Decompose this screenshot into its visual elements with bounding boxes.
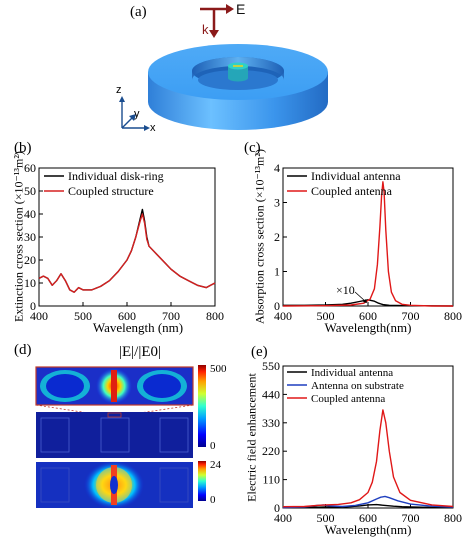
series-line-2 <box>282 409 454 508</box>
series-line-1 <box>38 213 216 293</box>
y-tick-label: 110 <box>262 473 280 487</box>
x-tick-label: 400 <box>274 511 292 525</box>
series-line-0 <box>282 503 454 509</box>
x-tick-label: 400 <box>274 309 292 323</box>
y-tick-label: 3 <box>274 196 280 210</box>
chart-e: 400 500 600 700 800 0 110 220 330 440 550 Individu… <box>262 359 462 525</box>
y-tick-label: 50 <box>24 184 36 198</box>
x-tick-label: 600 <box>359 309 377 323</box>
x-tick-label: 800 <box>444 511 462 525</box>
legend-entry-2: Coupled antenna <box>311 393 385 405</box>
y-tick-label: 330 <box>262 416 280 430</box>
y-tick-label: 0 <box>274 501 280 515</box>
chart-e-label: (e) <box>251 344 268 360</box>
panel-d-title: |E|/|E0| <box>118 344 161 360</box>
colorbar-1-min: 0 <box>210 440 216 452</box>
legend-entry-0: Individual disk-ring <box>68 169 164 183</box>
x-tick-label: 500 <box>317 511 335 525</box>
y-tick-label: 1 <box>274 265 280 279</box>
panel-a-label: (a) <box>130 4 147 20</box>
x-tick-label: 700 <box>402 309 420 323</box>
annotation-arrowhead <box>363 299 367 303</box>
colorbar-2 <box>198 461 206 501</box>
field-map-coupled <box>36 412 193 458</box>
y-tick-label: 0 <box>30 299 36 313</box>
y-tick-label: 20 <box>24 253 36 267</box>
y-tick-label: 4 <box>274 161 280 175</box>
colorbar-2-max: 24 <box>210 459 221 471</box>
legend-entry-0: Individual antenna <box>311 169 401 183</box>
x-tick-label: 400 <box>30 309 48 323</box>
series-line-1 <box>282 181 453 307</box>
chart-c-label: (c) <box>244 140 261 156</box>
x-tick-label: 500 <box>74 309 92 323</box>
x-tick-label: 700 <box>162 309 180 323</box>
chart-c-ylabel: Absorption cross section (×10⁻¹³m²) <box>252 149 267 324</box>
legend-entry-0: Individual antenna <box>311 367 393 379</box>
chart-e-xlabel: Wavelength(nm) <box>324 522 412 537</box>
x-tick-label: 700 <box>402 511 420 525</box>
panel-a-schematic <box>119 4 328 131</box>
field-maps <box>35 365 206 509</box>
y-tick-label: 0 <box>274 299 280 313</box>
x-tick-label: 600 <box>118 309 136 323</box>
chart-b-ylabel: Extinction cross section (×10⁻¹³m²) <box>11 151 26 322</box>
y-tick-label: 220 <box>262 444 280 458</box>
y-tick-label: 40 <box>24 207 36 221</box>
legend-entry-1: Antenna on substrate <box>311 380 404 392</box>
y-tick-label: 550 <box>262 359 280 373</box>
panel-d-label: (d) <box>14 342 32 358</box>
field-map-zoom <box>35 366 194 406</box>
colorbar-2-min: 0 <box>210 494 216 506</box>
y-tick-label: 440 <box>262 387 280 401</box>
y-tick-label: 10 <box>24 276 36 290</box>
axis-z-label: z <box>116 84 122 96</box>
k-label: k <box>202 22 209 37</box>
colorbar-1 <box>198 365 206 447</box>
chart-c: 400 500 600 700 800 0 1 2 3 4 Individual antennaC… <box>274 161 462 323</box>
center-disk-side <box>228 66 248 82</box>
x-tick-label: 500 <box>317 309 335 323</box>
chart-b: 400 500 600 700 800 0 10 20 30 40 50 60 Individual … <box>24 161 224 323</box>
chart-b-label: (b) <box>14 140 32 156</box>
y-tick-label: 2 <box>274 230 280 244</box>
e-label: E <box>236 1 246 17</box>
legend-entry-1: Coupled structure <box>68 184 154 198</box>
chart-e-ylabel: Electric field enhancement <box>244 373 259 502</box>
axis-y-label: y <box>134 108 140 120</box>
annotation-arrow <box>354 291 366 302</box>
x-tick-label: 800 <box>444 309 462 323</box>
x-tick-label: 800 <box>206 309 224 323</box>
chart-c-annotation: ×10 <box>336 283 355 297</box>
axis-x-label: x <box>150 122 156 134</box>
legend-entry-1: Coupled antenna <box>311 184 393 198</box>
y-tick-label: 60 <box>24 161 36 175</box>
chart-b-xlabel: Wavelength (nm) <box>92 320 184 335</box>
field-map-individual <box>36 461 193 509</box>
chart-c-xlabel: Wavelength(nm) <box>324 320 412 335</box>
colorbar-1-max: 500 <box>210 363 227 375</box>
coordinate-axes <box>119 96 150 131</box>
x-tick-label: 600 <box>359 511 377 525</box>
y-tick-label: 30 <box>24 230 36 244</box>
